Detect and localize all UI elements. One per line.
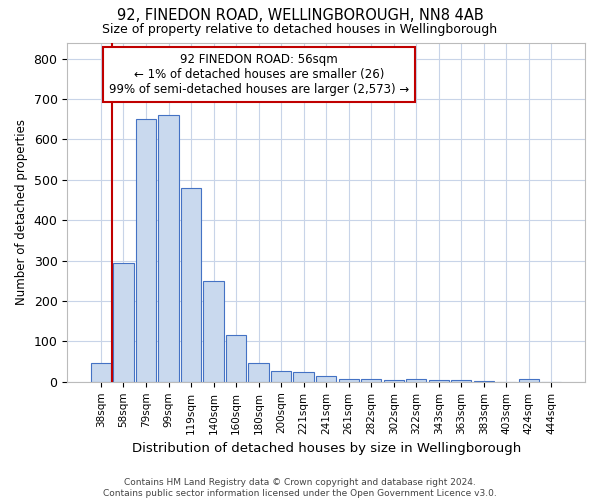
Bar (473, 380, 494, 382)
Bar (406, 379, 427, 382)
Bar (451, 380, 472, 382)
Bar (518, 378, 539, 382)
Bar (271, 370, 291, 382)
Bar (361, 380, 382, 382)
Bar (293, 372, 314, 382)
Bar (158, 115, 179, 382)
Bar (226, 336, 246, 382)
Y-axis label: Number of detached properties: Number of detached properties (15, 119, 28, 305)
Text: 92 FINEDON ROAD: 56sqm
← 1% of detached houses are smaller (26)
99% of semi-deta: 92 FINEDON ROAD: 56sqm ← 1% of detached … (109, 52, 409, 96)
Text: Size of property relative to detached houses in Wellingborough: Size of property relative to detached ho… (103, 22, 497, 36)
Text: Contains HM Land Registry data © Crown copyright and database right 2024.
Contai: Contains HM Land Registry data © Crown c… (103, 478, 497, 498)
Bar (248, 363, 269, 382)
Text: 92, FINEDON ROAD, WELLINGBOROUGH, NN8 4AB: 92, FINEDON ROAD, WELLINGBOROUGH, NN8 4A… (116, 8, 484, 22)
Bar (428, 380, 449, 382)
Bar (316, 376, 336, 382)
Bar (383, 380, 404, 382)
X-axis label: Distribution of detached houses by size in Wellingborough: Distribution of detached houses by size … (131, 442, 521, 455)
Bar (113, 264, 134, 382)
Bar (181, 188, 201, 382)
Bar (203, 281, 224, 382)
Bar (91, 363, 111, 382)
Bar (136, 120, 156, 382)
Bar (338, 378, 359, 382)
